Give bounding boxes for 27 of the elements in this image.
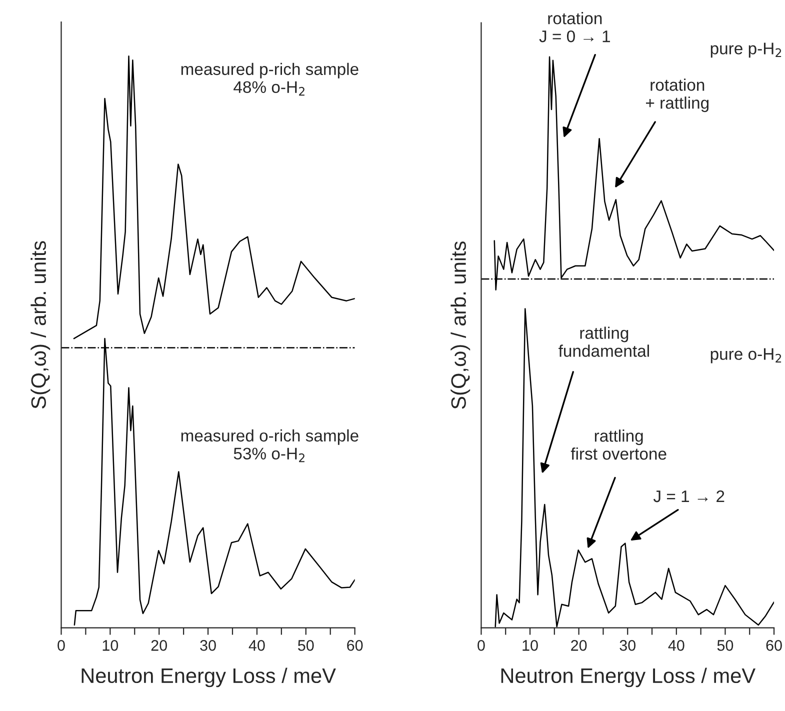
x-tick-label: 40 <box>668 640 684 651</box>
annotation: measured o-rich sample 53% o-H$_{2}$ <box>181 429 358 462</box>
x-tick-label: 60 <box>347 640 363 651</box>
annotation: rattling first overtone <box>570 430 666 460</box>
x-tick-label: 10 <box>102 640 118 651</box>
x-tick-label: 50 <box>717 640 734 651</box>
annotation: J = 1 → 2 <box>653 490 724 502</box>
annotation: rotation + rattling <box>646 78 709 112</box>
annotation: pure p-H$_{2}$ <box>710 42 782 58</box>
x-tick-label: 50 <box>298 640 314 651</box>
x-tick-label: 40 <box>248 640 265 651</box>
x-tick-label: 20 <box>571 640 587 651</box>
y-axis-title: S(Q,ω) / arb. units <box>450 241 470 409</box>
annotation: measured p-rich sample 48% o-H$_{2}$ <box>181 62 358 96</box>
annotation: rattling fundamental <box>558 326 649 357</box>
x-tick-label: 0 <box>478 640 485 651</box>
x-axis-title: Neutron Energy Loss / meV <box>82 668 336 688</box>
x-tick-label: 20 <box>151 640 167 651</box>
x-tick-label: 10 <box>522 640 538 651</box>
text: rotation J = 0 → 1 <box>539 12 610 42</box>
x-tick-label: 0 <box>58 640 65 651</box>
x-tick-label: 30 <box>620 640 636 651</box>
x-tick-label: 60 <box>766 640 782 651</box>
y-axis-title: S(Q,ω) / arb. units <box>30 241 50 409</box>
x-axis-title: Neutron Energy Loss / meV <box>501 668 756 688</box>
annotation: pure o-H$_{2}$ <box>710 348 782 364</box>
x-tick-label: 30 <box>200 640 216 651</box>
